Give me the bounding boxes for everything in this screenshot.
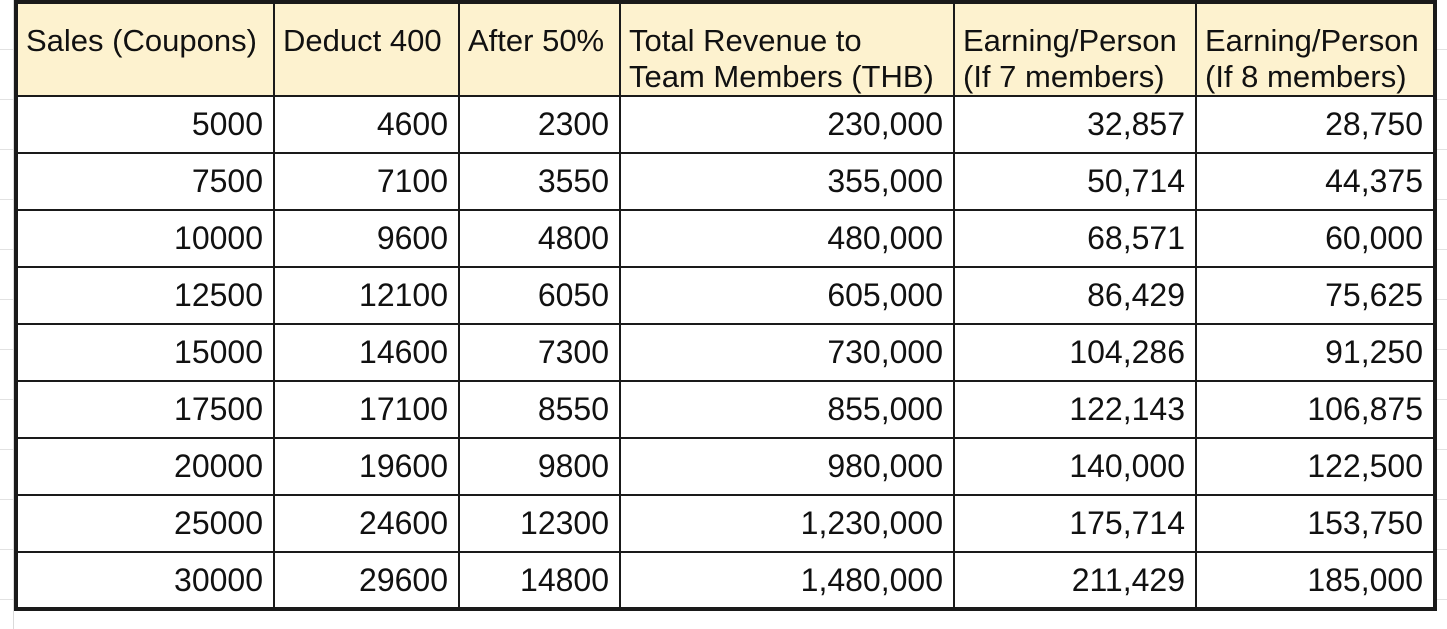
table-cell[interactable]: 19600 [273,437,460,496]
table-cell[interactable]: 15000 [14,323,275,382]
table-cell[interactable]: 44,375 [1195,152,1437,211]
table-cell[interactable]: 20000 [14,437,275,496]
table-cell[interactable]: 91,250 [1195,323,1437,382]
table-row: 15000 14600 7300 730,000 104,286 91,250 [14,323,1437,382]
table-row: 17500 17100 8550 855,000 122,143 106,875 [14,380,1437,439]
table-cell[interactable]: 1,230,000 [619,494,955,553]
table-cell[interactable]: 12500 [14,266,275,325]
revenue-table-container: Sales (Coupons) Deduct 400 After 50% Tot… [14,0,1437,611]
table-row: 7500 7100 3550 355,000 50,714 44,375 [14,152,1437,211]
table-cell[interactable]: 4800 [458,209,621,268]
table-cell[interactable]: 60,000 [1195,209,1437,268]
table-cell[interactable]: 12300 [458,494,621,553]
table-cell[interactable]: 480,000 [619,209,955,268]
table-cell[interactable]: 855,000 [619,380,955,439]
table-cell[interactable]: 980,000 [619,437,955,496]
table-cell[interactable]: 25000 [14,494,275,553]
table-cell[interactable]: 68,571 [953,209,1197,268]
table-cell[interactable]: 8550 [458,380,621,439]
table-cell[interactable]: 185,000 [1195,551,1437,611]
revenue-table: Sales (Coupons) Deduct 400 After 50% Tot… [14,0,1437,611]
table-cell[interactable]: 153,750 [1195,494,1437,553]
table-row: 10000 9600 4800 480,000 68,571 60,000 [14,209,1437,268]
table-cell[interactable]: 75,625 [1195,266,1437,325]
header-row: Sales (Coupons) Deduct 400 After 50% Tot… [14,0,1437,97]
table-cell[interactable]: 211,429 [953,551,1197,611]
table-cell[interactable]: 86,429 [953,266,1197,325]
table-cell[interactable]: 3550 [458,152,621,211]
table-cell[interactable]: 17500 [14,380,275,439]
header-cell-deduct[interactable]: Deduct 400 [273,0,460,97]
table-row: 5000 4600 2300 230,000 32,857 28,750 [14,95,1437,154]
table-row: 30000 29600 14800 1,480,000 211,429 185,… [14,551,1437,611]
table-cell[interactable]: 605,000 [619,266,955,325]
table-cell[interactable]: 140,000 [953,437,1197,496]
header-cell-after-50[interactable]: After 50% [458,0,621,97]
table-row: 12500 12100 6050 605,000 86,429 75,625 [14,266,1437,325]
table-cell[interactable]: 9800 [458,437,621,496]
table-cell[interactable]: 12100 [273,266,460,325]
table-cell[interactable]: 7500 [14,152,275,211]
table-cell[interactable]: 24600 [273,494,460,553]
table-cell[interactable]: 9600 [273,209,460,268]
table-cell[interactable]: 6050 [458,266,621,325]
table-cell[interactable]: 5000 [14,95,275,154]
table-cell[interactable]: 2300 [458,95,621,154]
header-cell-earning-8[interactable]: Earning/Person (If 8 members) [1195,0,1437,97]
table-cell[interactable]: 355,000 [619,152,955,211]
table-cell[interactable]: 50,714 [953,152,1197,211]
table-cell[interactable]: 30000 [14,551,275,611]
table-cell[interactable]: 17100 [273,380,460,439]
table-cell[interactable]: 122,143 [953,380,1197,439]
table-cell[interactable]: 106,875 [1195,380,1437,439]
table-cell[interactable]: 122,500 [1195,437,1437,496]
table-cell[interactable]: 14800 [458,551,621,611]
table-cell[interactable]: 32,857 [953,95,1197,154]
table-row: 25000 24600 12300 1,230,000 175,714 153,… [14,494,1437,553]
table-cell[interactable]: 14600 [273,323,460,382]
table-cell[interactable]: 29600 [273,551,460,611]
table-cell[interactable]: 7300 [458,323,621,382]
table-cell[interactable]: 104,286 [953,323,1197,382]
table-cell[interactable]: 7100 [273,152,460,211]
table-cell[interactable]: 730,000 [619,323,955,382]
table-row: 20000 19600 9800 980,000 140,000 122,500 [14,437,1437,496]
header-cell-earning-7[interactable]: Earning/Person (If 7 members) [953,0,1197,97]
table-cell[interactable]: 1,480,000 [619,551,955,611]
header-cell-total-revenue[interactable]: Total Revenue to Team Members (THB) [619,0,955,97]
table-cell[interactable]: 230,000 [619,95,955,154]
table-cell[interactable]: 28,750 [1195,95,1437,154]
table-cell[interactable]: 175,714 [953,494,1197,553]
table-cell[interactable]: 4600 [273,95,460,154]
table-cell[interactable]: 10000 [14,209,275,268]
header-cell-sales[interactable]: Sales (Coupons) [14,0,275,97]
